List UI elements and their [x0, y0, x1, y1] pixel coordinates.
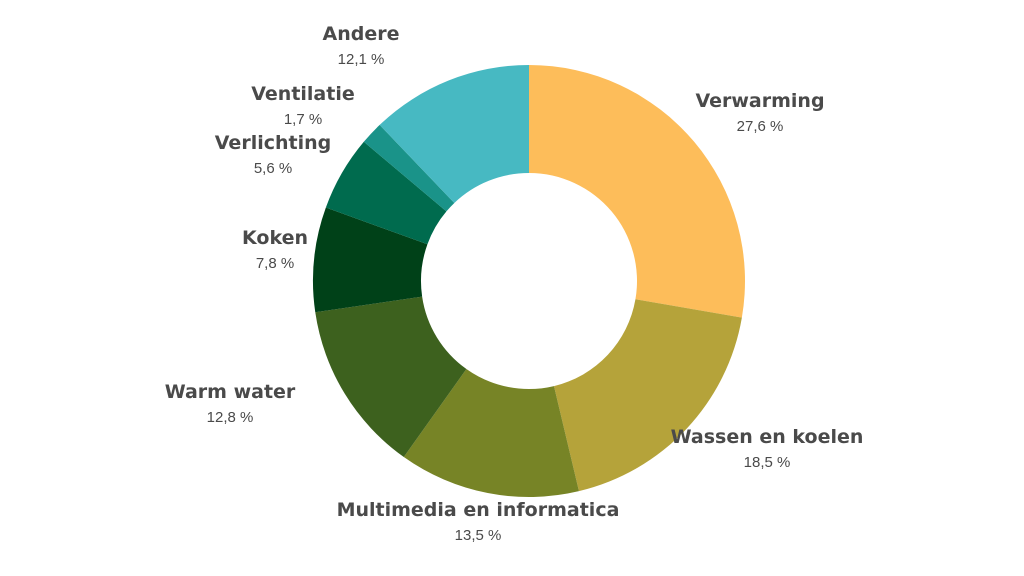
- slice-verlichting: [325, 141, 447, 245]
- slice-value-warm-water: 12,8 %: [207, 409, 254, 426]
- slice-value-wassen-en-koelen: 18,5 %: [744, 454, 791, 471]
- slice-label-wassen-en-koelen: Wassen en koelen: [671, 426, 864, 448]
- slice-label-multimedia-en-informatica: Multimedia en informatica: [337, 499, 620, 521]
- slice-label-verlichting: Verlichting: [215, 132, 331, 154]
- slice-verwarming: [529, 65, 745, 318]
- donut-labels: Verwarming 27,6 % Wassen en koelen 18,5 % Mu…: [165, 23, 864, 544]
- slice-label-warm-water: Warm water: [165, 381, 296, 403]
- slice-label-koken: Koken: [242, 227, 308, 249]
- slice-koken: [313, 207, 428, 313]
- slice-value-verwarming: 27,6 %: [737, 118, 784, 135]
- slice-label-verwarming: Verwarming: [695, 90, 824, 112]
- slice-multimedia-en-informatica: [403, 369, 579, 498]
- slice-andere: [379, 65, 529, 203]
- slice-label-andere: Andere: [323, 23, 400, 45]
- slice-value-ventilatie: 1,7 %: [284, 111, 322, 128]
- slice-value-multimedia-en-informatica: 13,5 %: [455, 527, 502, 544]
- donut-slices: [313, 65, 745, 498]
- slice-warm-water: [315, 296, 467, 458]
- slice-ventilatie: [363, 124, 455, 212]
- slice-value-andere: 12,1 %: [338, 51, 385, 68]
- slice-value-koken: 7,8 %: [256, 255, 294, 272]
- slice-value-verlichting: 5,6 %: [254, 160, 292, 177]
- slice-label-ventilatie: Ventilatie: [251, 83, 355, 105]
- slice-wassen-en-koelen: [553, 299, 742, 492]
